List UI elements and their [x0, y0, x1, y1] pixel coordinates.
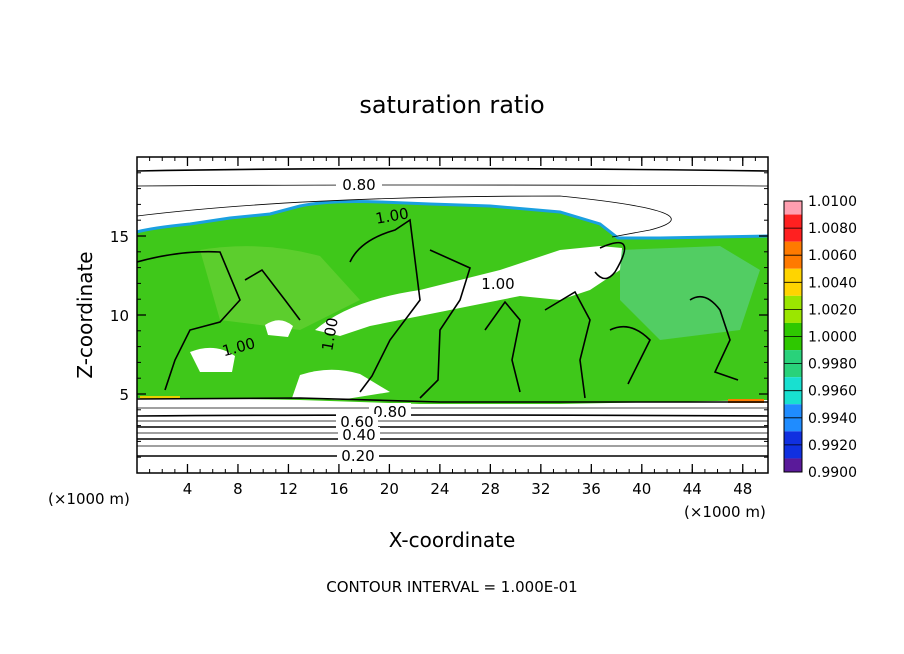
surface-yellow-fringe [140, 396, 180, 399]
x-tick-label: 32 [531, 480, 550, 498]
colorbar-label: 0.9900 [808, 465, 857, 481]
colorbar-label: 1.0000 [808, 330, 857, 346]
colorbar-label: 0.9920 [808, 438, 857, 454]
colorbar-label: 1.0060 [808, 248, 857, 264]
surface-orange-fringe [728, 399, 764, 403]
subsaturated-patch [292, 369, 390, 400]
colorbar-swatch [784, 458, 802, 472]
contour-label: 1.00 [374, 204, 410, 228]
contour-lines [137, 167, 768, 457]
contour-label-group: 0.80 1.00 1.00 1.00 1.00 0.80 0.60 0.40 … [220, 175, 515, 465]
colorbar-label: 1.0040 [808, 275, 857, 291]
contour-label: 0.40 [342, 426, 375, 444]
y-tick-label: 10 [110, 307, 129, 325]
light-green-patch [200, 246, 360, 330]
x-axis-label: X-coordinate [389, 528, 516, 552]
plot-area: 0.80 1.00 1.00 1.00 1.00 0.80 0.60 0.40 … [137, 157, 768, 473]
axis-ticks [137, 157, 768, 473]
x-tick-label: 16 [329, 480, 348, 498]
colorbar-label: 0.9940 [808, 411, 857, 427]
colorbar-label: 0.9980 [808, 357, 857, 373]
light-green-patch [620, 246, 760, 340]
colorbar-label: 1.0100 [808, 194, 857, 210]
contour-label: 0.20 [341, 447, 374, 465]
x-tick-label: 40 [632, 480, 651, 498]
x-tick-label: 20 [380, 480, 399, 498]
x-tick-label: 28 [481, 480, 500, 498]
colorbar-label: 0.9960 [808, 384, 857, 400]
contour-label: 0.80 [373, 403, 406, 421]
contour-label: 0.60 [340, 413, 373, 431]
x-tick-label: 36 [582, 480, 601, 498]
x-tick-label: 4 [183, 480, 193, 498]
colorbar-label: 1.0080 [808, 221, 857, 237]
contour-label: 1.00 [318, 316, 342, 352]
subsaturated-patch [265, 320, 293, 337]
x-unit-left: (×1000 m) [48, 490, 130, 508]
x-tick-label: 12 [279, 480, 298, 498]
x-tick-label: 8 [233, 480, 243, 498]
x-tick-label: 48 [733, 480, 752, 498]
colorbar-label: 1.0020 [808, 302, 857, 318]
colorbar-swatch [784, 201, 802, 215]
colorbar: 1.0100 1.0080 1.0060 1.0040 1.0020 1.0000 0.99… [783, 194, 857, 481]
x-tick-label: 24 [430, 480, 449, 498]
chart-title: saturation ratio [359, 91, 544, 119]
contour-label: 0.80 [342, 176, 375, 194]
x-unit-right: (×1000 m) [684, 503, 766, 521]
x-tick-label: 44 [683, 480, 702, 498]
y-tick-label: 5 [119, 386, 129, 404]
contour-interval-note: CONTOUR INTERVAL = 1.000E-01 [326, 578, 577, 596]
subsaturated-patch [190, 347, 235, 372]
y-tick-label: 15 [110, 228, 129, 246]
contour-label: 1.00 [481, 275, 514, 293]
cloud-edge-band [137, 200, 768, 240]
subsaturated-band [315, 246, 622, 336]
y-axis-label: Z-coordinate [73, 251, 97, 378]
